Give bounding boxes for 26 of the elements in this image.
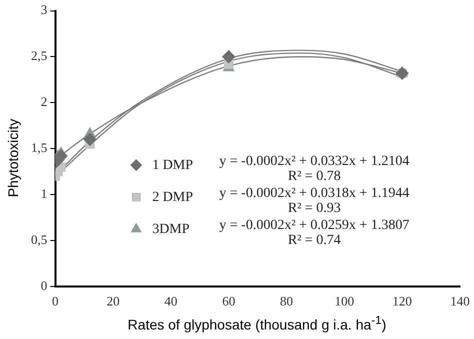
y-tick-label: 0 [40,278,48,293]
x-tick-label: 0 [52,294,58,309]
x-axis-title: Rates of glyphosate (thousand g i.a. ha$^{-1}$) [126,314,388,333]
x-tick-label: 120 [392,294,412,309]
x-tick-label: 60 [222,294,236,309]
x-tick-label: 20 [106,294,120,309]
annotation: R² = 0.74 [288,232,341,248]
x-tick-label: 80 [280,294,294,309]
y-tick-label: 3 [40,2,48,18]
legend-label: 3DMP [152,222,190,237]
x-tick-label: 140 [450,294,470,309]
annotation: R² = 0.93 [288,200,341,216]
annotation: y = -0.0002x² + 0.0259x + 1.3807 [219,218,410,233]
x-tick-label: 100 [334,294,354,309]
annotation: R² = 0.78 [288,168,341,184]
y-tick-label: 2,5 [31,48,48,64]
x-tick-label: 40 [164,294,178,309]
annotation: y = -0.0002x² + 0.0332x + 1.2104 [219,154,410,169]
y-tick-label: 1 [40,186,48,201]
y-tick-label: 2 [40,94,48,110]
y-tick-label: 1,5 [31,140,48,156]
y-axis-title: Phytotoxicity [5,118,21,200]
legend-label: 2 DMP [152,190,194,205]
legend-label: 1 DMP [152,158,194,173]
y-tick-label: 0,5 [31,232,48,247]
annotation: y = -0.0002x² + 0.0318x + 1.1944 [219,186,410,201]
